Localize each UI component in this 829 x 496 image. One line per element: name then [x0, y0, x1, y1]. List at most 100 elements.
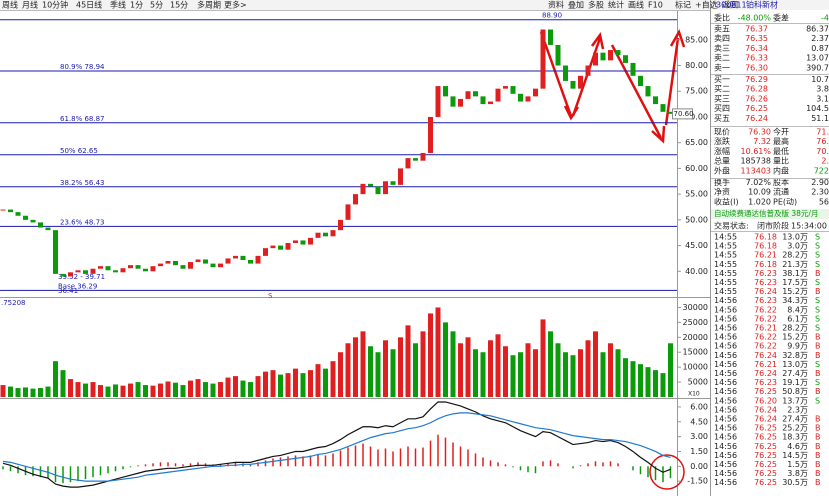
- volume-bar: [225, 377, 231, 397]
- trade-volume: 13.0万: [782, 360, 808, 369]
- trade-volume: 4.6万: [787, 442, 808, 451]
- volume-bar: [413, 343, 418, 397]
- label: 量比: [773, 156, 789, 166]
- ad-text[interactable]: 自动续费通达信普及版 38元/月: [714, 208, 818, 218]
- label: 今开: [773, 127, 789, 137]
- toolbar-bg: [0, 0, 829, 10]
- book-label: 卖二: [714, 54, 730, 63]
- toolbar-item[interactable]: 月线: [22, 0, 38, 10]
- toolbar-item[interactable]: 资料: [548, 0, 564, 10]
- volume-bar: [173, 382, 178, 397]
- volume-bar: [75, 382, 81, 397]
- volume-bar: [593, 331, 598, 397]
- toolbar-item[interactable]: 标记: [675, 0, 691, 10]
- macd-bar: [234, 462, 237, 467]
- macd-bar: [144, 464, 147, 467]
- level-label: 38.2% 56.43: [60, 179, 105, 187]
- value: 7.02%: [746, 178, 772, 187]
- toolbar-item[interactable]: 多股: [588, 0, 604, 10]
- toolbar-item[interactable]: 返回: [722, 1, 738, 10]
- toolbar-item[interactable]: 1分: [130, 1, 143, 10]
- book-volume: 390.7: [806, 63, 829, 72]
- macd-bar: [549, 460, 552, 467]
- macd-bar: [152, 463, 154, 467]
- toolbar-item[interactable]: 5分: [150, 1, 163, 10]
- stock-name: 铂科新材: [746, 0, 778, 10]
- trade-time: 14:55: [714, 278, 737, 287]
- volume-bar: [98, 385, 103, 397]
- trade-time: 14:56: [714, 415, 737, 424]
- candle: [263, 248, 268, 256]
- range-label: 39.52 - 39.71: [58, 273, 105, 281]
- volume-bar: [450, 331, 456, 397]
- trade-price: 76.25: [754, 424, 777, 433]
- candle: [255, 255, 261, 264]
- volume-bar: [578, 349, 583, 397]
- volume-bar: [390, 349, 396, 397]
- toolbar-item[interactable]: F10: [648, 1, 663, 10]
- macd-bar: [467, 449, 469, 467]
- value: 7.32: [753, 137, 771, 146]
- value: 722: [814, 166, 829, 175]
- toolbar-item[interactable]: 更多>: [224, 0, 247, 10]
- macd-bar: [399, 448, 402, 467]
- volume-bar: [428, 313, 433, 397]
- candle: [443, 86, 448, 97]
- candle: [330, 230, 336, 237]
- label: 换手: [714, 177, 730, 187]
- toolbar-item[interactable]: +自选: [695, 0, 718, 10]
- trade-time: 14:55: [714, 260, 737, 269]
- trade-side: S: [815, 260, 820, 269]
- trade-price: 76.24: [754, 351, 777, 360]
- volume-bar: [353, 337, 358, 397]
- volume-bar: [630, 361, 636, 397]
- candle: [143, 268, 148, 272]
- volume-bar: [0, 385, 6, 397]
- toolbar-item[interactable]: 画线: [628, 0, 644, 10]
- trade-price: 76.18: [754, 242, 777, 251]
- volume-bar: [158, 383, 163, 397]
- volume-bar: [615, 349, 621, 397]
- candle: [113, 270, 118, 273]
- macd-bar: [414, 448, 417, 467]
- book-volume: 2.37: [811, 34, 829, 43]
- candle: [105, 266, 111, 271]
- trade-side: B: [815, 433, 821, 442]
- macd-bar: [594, 461, 597, 467]
- toolbar-item[interactable]: 45日线: [76, 0, 102, 10]
- arrowhead: [651, 125, 666, 144]
- volume-bar: [53, 361, 58, 397]
- book-label: 卖三: [714, 44, 730, 53]
- y-tick-label: 45.00: [685, 241, 708, 250]
- macd-bar: [407, 446, 409, 467]
- candle: [38, 222, 43, 228]
- toolbar-item[interactable]: 10分钟: [42, 0, 68, 10]
- toolbar-item[interactable]: 多周期: [197, 0, 221, 10]
- status-label: 交易状态:: [714, 221, 749, 231]
- trade-time: 14:56: [714, 305, 737, 314]
- label: 委比: [714, 13, 730, 23]
- toolbar-item[interactable]: 15分: [170, 1, 188, 10]
- volume-bar: [480, 352, 486, 397]
- trade-volume: 38.1万: [782, 269, 808, 278]
- toolbar-item[interactable]: 统计: [608, 0, 624, 10]
- toolbar-item[interactable]: 周线: [2, 0, 18, 10]
- book-price: 76.26: [745, 94, 768, 103]
- trade-volume: 13.0万: [782, 233, 808, 242]
- trade-time: 14:55: [714, 242, 737, 251]
- candle: [188, 262, 193, 269]
- volume-bar: [263, 371, 268, 397]
- trade-time: 14:56: [714, 314, 737, 323]
- macd-bar: [392, 451, 394, 467]
- toolbar-item[interactable]: 叠加: [568, 0, 584, 10]
- toolbar-item[interactable]: 季线: [110, 0, 126, 10]
- volume-bar: [345, 343, 351, 397]
- macd-bar: [429, 440, 432, 467]
- trade-price: 76.25: [754, 469, 777, 478]
- volume-bar: [195, 379, 201, 397]
- value: 113403: [740, 166, 771, 175]
- y-tick-label: 80.00: [685, 61, 708, 70]
- candle: [488, 101, 493, 105]
- label: 委差: [773, 13, 789, 23]
